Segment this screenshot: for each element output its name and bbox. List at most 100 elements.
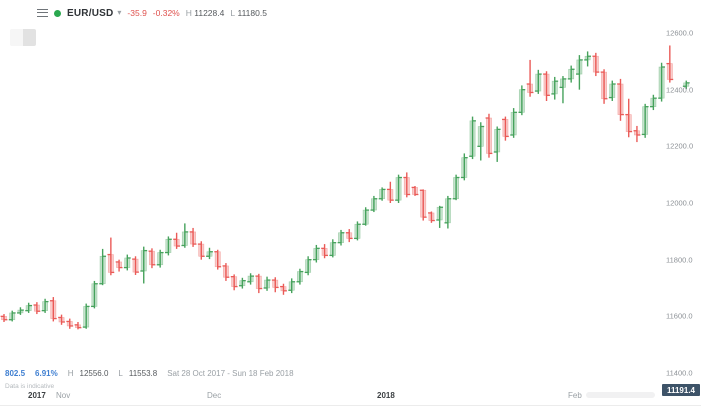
candle-body [190, 231, 196, 245]
time-axis-year-label: 2017 [28, 391, 46, 400]
candle-body [461, 157, 468, 178]
price-axis-label: 12600.0 [666, 28, 694, 38]
candle-body [329, 242, 336, 256]
candle-body [666, 63, 673, 80]
candle-body [99, 255, 106, 285]
candle-body [362, 209, 369, 225]
chevron-down-icon[interactable]: ▾ [117, 7, 122, 17]
range-percent: 6.91% [35, 369, 58, 378]
candle-body [354, 223, 361, 239]
candle-body [609, 83, 616, 98]
candle-body [50, 300, 57, 319]
price-axis-label: 11600.0 [666, 311, 693, 321]
candle-body [214, 251, 221, 268]
candle-body [140, 250, 147, 272]
range-low-value: 11553.8 [128, 369, 158, 378]
low-label: L [230, 8, 236, 18]
price-change: -35.9 [127, 8, 147, 18]
price-change-percent: -0.32% [152, 8, 180, 18]
candle-body [206, 251, 213, 257]
candle-body [338, 232, 344, 243]
candle-body [617, 83, 624, 115]
candle-body [543, 73, 550, 96]
instrument-name[interactable]: EUR/USD [67, 7, 114, 19]
candle-body [149, 250, 155, 266]
time-scrollbar-thumb[interactable] [586, 392, 655, 398]
hamburger-menu-icon[interactable] [37, 8, 48, 18]
candle-body [420, 189, 427, 218]
range-high-value: 12556.0 [79, 369, 109, 378]
candle-body [42, 301, 48, 311]
candle-body [370, 198, 377, 211]
candle-body [453, 177, 459, 200]
time-axis-year-label: 2018 [377, 391, 395, 400]
candle-body [502, 119, 509, 137]
data-indicative-note: Data is indicative [5, 383, 55, 390]
market-open-dot-icon [54, 9, 61, 17]
candle-body [469, 120, 476, 157]
candle-body [255, 275, 262, 289]
candle-body [297, 271, 303, 283]
candle-body [510, 112, 517, 136]
low-value: 11180.5 [237, 8, 267, 18]
candle-body [132, 258, 139, 273]
high-value: 11228.4 [194, 8, 225, 18]
faded-toolbar-placeholder [10, 29, 36, 46]
candle-body [568, 68, 575, 80]
price-axis-label: 12000.0 [666, 198, 694, 208]
candle-body [601, 71, 607, 100]
candle-body [33, 304, 40, 312]
price-axis-label: 12200.0 [666, 141, 694, 151]
candle-body [124, 257, 131, 268]
range-points: 802.5 [5, 369, 26, 378]
candle-body [379, 189, 386, 200]
candle-body [173, 238, 180, 247]
candle-body [642, 106, 649, 135]
candle-body [247, 275, 254, 283]
candle-body [223, 265, 229, 278]
candle-body [395, 177, 402, 201]
instrument-header: EUR/USD ▾ -35.9 -0.32% H 11228.4 L 11180… [37, 6, 267, 20]
range-statistics: 802.5 6.91% H 12556.0 L 11553.8 Sat 28 O… [5, 369, 294, 378]
candle-body [625, 114, 632, 132]
candle-body [551, 80, 558, 95]
candle-body [157, 252, 164, 266]
candle-body [412, 187, 418, 195]
candle-body [239, 280, 246, 287]
candle-body [658, 66, 665, 99]
candle-body [107, 254, 114, 273]
price-axis-label: 11800.0 [666, 255, 693, 265]
range-low-label: L [118, 369, 123, 378]
candle-body [321, 248, 328, 256]
candle-body [494, 129, 501, 153]
candle-body [272, 279, 279, 288]
candle-body [444, 198, 451, 224]
high-label: H [185, 8, 192, 18]
candle-body [231, 276, 238, 287]
candle-body [387, 189, 394, 201]
time-axis-month-label: Feb [568, 391, 582, 400]
candle-body [346, 232, 353, 239]
range-high-label: H [67, 369, 74, 378]
price-axis-label: 11400.0 [666, 368, 693, 378]
candle-body [428, 212, 435, 221]
date-range: Sat 28 Oct 2017 - Sun 18 Feb 2018 [167, 369, 294, 378]
candle-body [83, 306, 90, 328]
candle-body [650, 97, 657, 107]
candle-body [264, 279, 270, 289]
current-price-badge: 11191.4 [662, 384, 700, 396]
candle-body [9, 312, 16, 321]
candle-body [592, 55, 599, 73]
candle-body [527, 83, 533, 93]
time-axis-month-label: Dec [207, 391, 222, 400]
candle-body [313, 248, 320, 260]
candle-body [165, 238, 172, 253]
candle-body [91, 283, 98, 307]
candle-body [198, 243, 205, 257]
candle-body [305, 259, 312, 273]
candle-body [288, 281, 295, 291]
candle-body [403, 177, 410, 195]
candle-body [560, 78, 566, 88]
